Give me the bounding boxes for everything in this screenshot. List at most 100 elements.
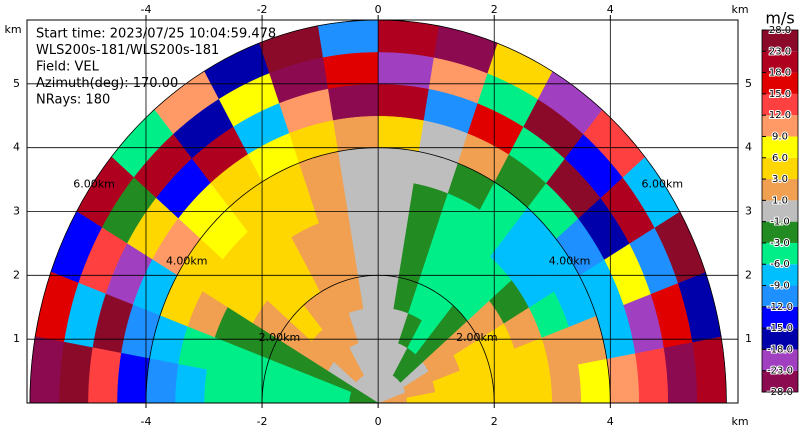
- range-ring: [145, 147, 611, 403]
- colorbar-label: 28.0: [769, 25, 791, 36]
- colorbar-title: m/s: [765, 9, 794, 28]
- colorbar-swatch: [762, 242, 798, 265]
- velocity-cell: [577, 358, 611, 403]
- colorbar-label: 3.0: [772, 174, 788, 185]
- annotation: NRays: 180: [36, 93, 110, 108]
- colorbar-label: 15.0: [769, 89, 791, 100]
- x-unit: km: [731, 3, 748, 16]
- range-ring: [261, 274, 495, 403]
- velocity-cell: [342, 179, 379, 215]
- x-tick-label: 2: [491, 3, 498, 16]
- ring-label: 2.00km: [259, 331, 301, 344]
- ring-label: 4.00km: [166, 254, 208, 267]
- velocity-cell: [692, 336, 727, 403]
- velocity-cell: [58, 341, 93, 403]
- velocity-cell: [377, 51, 434, 89]
- plot-frame: [26, 19, 739, 404]
- x-tick-label: 0: [375, 3, 382, 16]
- ring-label: 6.00km: [641, 178, 683, 191]
- y-tick-label: 4: [13, 141, 20, 154]
- velocity-cell: [377, 20, 439, 58]
- velocity-cell: [520, 369, 553, 403]
- x-tick-label: -4: [140, 3, 151, 16]
- colorbar-swatch: [762, 115, 798, 137]
- velocity-cell: [203, 369, 236, 403]
- velocity-field: [29, 20, 727, 403]
- range-ring: [29, 20, 727, 403]
- colorbar-swatch: [762, 93, 798, 116]
- velocity-cell: [377, 147, 419, 184]
- y-tick-label: 4: [745, 141, 752, 154]
- velocity-cell: [635, 347, 669, 403]
- y-tick-label: 1: [745, 332, 752, 345]
- velocity-cell: [322, 51, 379, 89]
- velocity-cell: [174, 363, 207, 403]
- colorbar-swatch: [762, 157, 798, 180]
- x-tick-label: 2: [491, 415, 498, 428]
- velocity-cell: [347, 211, 379, 247]
- colorbar-swatch: [762, 349, 798, 371]
- colorbar-swatch: [762, 328, 798, 350]
- velocity-cell: [606, 352, 640, 403]
- y-tick-label: 2: [745, 268, 752, 281]
- colorbar-swatch: [762, 30, 798, 52]
- colorbar-swatch: [762, 221, 798, 243]
- colorbar-frame: [761, 29, 799, 393]
- colorbar-label: 18.0: [769, 68, 791, 79]
- x-tick-label: 0: [375, 415, 382, 428]
- annotation: WLS200s-181/WLS200s-181: [36, 43, 219, 58]
- velocity-cell: [377, 115, 424, 152]
- velocity-cell: [116, 352, 150, 403]
- velocity-cell: [337, 147, 379, 184]
- y-tick-label: 5: [745, 77, 752, 90]
- velocity-cell: [87, 347, 122, 403]
- velocity-cell: [327, 83, 379, 121]
- colorbar-swatch: [762, 179, 798, 201]
- y-unit: km: [4, 23, 21, 36]
- y-tick-label: 2: [13, 268, 20, 281]
- x-tick-label: 4: [607, 415, 614, 428]
- x-tick-label: 4: [607, 3, 614, 16]
- colorbar-swatch: [762, 51, 798, 73]
- colorbar-label: -3.0: [770, 238, 790, 249]
- velocity-cell: [29, 336, 65, 403]
- y-tick-label: 3: [13, 205, 20, 218]
- annotation: Field: VEL: [36, 60, 100, 75]
- colorbar-label: 9.0: [772, 131, 788, 142]
- velocity-cell: [332, 115, 379, 152]
- colorbar-swatch: [762, 306, 798, 329]
- colorbar-swatch: [762, 285, 798, 307]
- x-tick-label: -4: [140, 415, 151, 428]
- velocity-cell: [377, 83, 429, 121]
- colorbar-swatch: [762, 370, 798, 392]
- annotation: Start time: 2023/07/25 10:04:59.478: [36, 27, 276, 42]
- x-tick-label: -2: [257, 415, 268, 428]
- colorbar-label: -9.0: [770, 281, 790, 292]
- annotation: Azimuth(deg): 170.00: [36, 76, 178, 91]
- colorbar-label: 23.0: [769, 46, 791, 57]
- velocity-cell: [317, 20, 379, 58]
- y-tick-label: 1: [13, 332, 20, 345]
- x-tick-label: -2: [257, 3, 268, 16]
- velocity-cell: [377, 179, 414, 215]
- ring-label: 4.00km: [549, 254, 591, 267]
- colorbar-swatch: [762, 72, 798, 94]
- colorbar-label: -28.0: [767, 387, 793, 398]
- colorbar-label: -6.0: [770, 259, 790, 270]
- colorbar-swatch: [762, 136, 798, 158]
- colorbar-label: 6.0: [772, 153, 788, 164]
- colorbar-label: 12.0: [769, 110, 791, 121]
- velocity-cell: [663, 341, 698, 403]
- colorbar-label: -23.0: [767, 366, 793, 377]
- colorbar-label: 1.0: [772, 195, 788, 206]
- colorbar-label: -12.0: [767, 302, 793, 313]
- velocity-cell: [549, 363, 582, 403]
- colorbar-label: -15.0: [767, 323, 793, 334]
- colorbar-label: -1.0: [770, 217, 790, 228]
- ring-label: 2.00km: [456, 331, 498, 344]
- colorbar-swatch: [762, 264, 798, 286]
- y-tick-label: 5: [13, 77, 20, 90]
- x-unit: km: [731, 415, 748, 428]
- colorbar-swatch: [762, 200, 798, 222]
